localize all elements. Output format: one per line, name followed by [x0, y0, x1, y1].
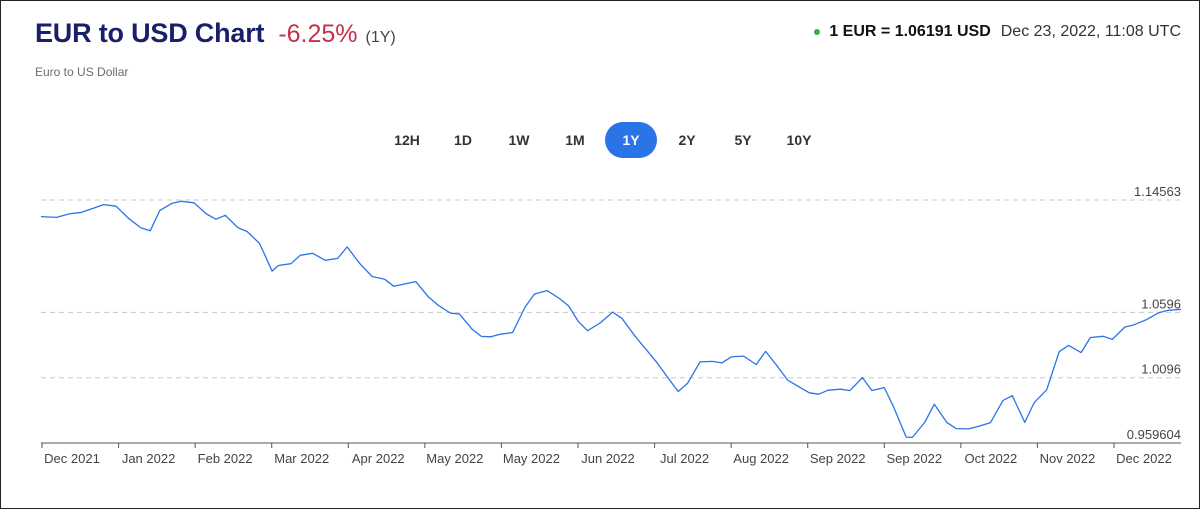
- x-tick-label: Jun 2022: [581, 451, 635, 466]
- change-percent: -6.25%: [278, 20, 358, 48]
- live-dot-icon: [814, 29, 821, 35]
- tab-1m[interactable]: 1M: [565, 132, 585, 148]
- y-tick-label: 1.0596: [1141, 296, 1181, 311]
- rate-timestamp: Dec 23, 2022, 11:08 UTC: [1000, 23, 1181, 40]
- line-chart[interactable]: 1.14563 1.0596 1.0096 0.959604 Dec 2021 Jan 2…: [1, 171, 1199, 471]
- x-tick-label: Jan 2022: [122, 451, 176, 466]
- x-tick-label: May 2022: [503, 451, 560, 466]
- y-tick-label: 1.14563: [1134, 184, 1181, 199]
- x-tick-label: Dec 2021: [44, 451, 100, 466]
- tab-5y[interactable]: 5Y: [734, 132, 752, 148]
- x-tick-label: Sep 2022: [810, 451, 866, 466]
- tab-1d[interactable]: 1D: [454, 132, 472, 148]
- x-tick-label: Sep 2022: [886, 451, 942, 466]
- series-line: [40, 200, 1182, 439]
- tab-2y[interactable]: 2Y: [678, 132, 696, 148]
- subtitle: Euro to US Dollar: [35, 65, 129, 79]
- x-tick-label: Feb 2022: [198, 451, 253, 466]
- title-row: EUR to USD Chart -6.25% (1Y): [35, 18, 396, 49]
- x-tick-label: Apr 2022: [352, 451, 405, 466]
- period-label: (1Y): [365, 29, 396, 46]
- current-rate: 1 EUR = 1.06191 USD Dec 23, 2022, 11:08 …: [814, 23, 1181, 41]
- x-tick-label: Jul 2022: [660, 451, 709, 466]
- x-tick-label: Aug 2022: [733, 451, 789, 466]
- tab-1w[interactable]: 1W: [508, 132, 530, 148]
- tab-10y[interactable]: 10Y: [786, 132, 812, 148]
- tab-12h[interactable]: 12H: [394, 132, 420, 148]
- x-tick-label: May 2022: [426, 451, 483, 466]
- y-tick-label: 1.0096: [1141, 362, 1181, 377]
- x-tick-label: Mar 2022: [274, 451, 329, 466]
- x-tick-label: Oct 2022: [964, 451, 1017, 466]
- x-tick-label: Nov 2022: [1040, 451, 1096, 466]
- period-tabs: 12H 1D 1W 1M 1Y 2Y 5Y 10Y: [379, 122, 827, 158]
- page-title: EUR to USD Chart: [35, 18, 265, 48]
- tab-1y[interactable]: 1Y: [605, 122, 657, 158]
- y-tick-label: 0.959604: [1127, 427, 1181, 442]
- rate-value: 1 EUR = 1.06191 USD: [829, 23, 991, 40]
- x-tick-label: Dec 2022: [1116, 451, 1172, 466]
